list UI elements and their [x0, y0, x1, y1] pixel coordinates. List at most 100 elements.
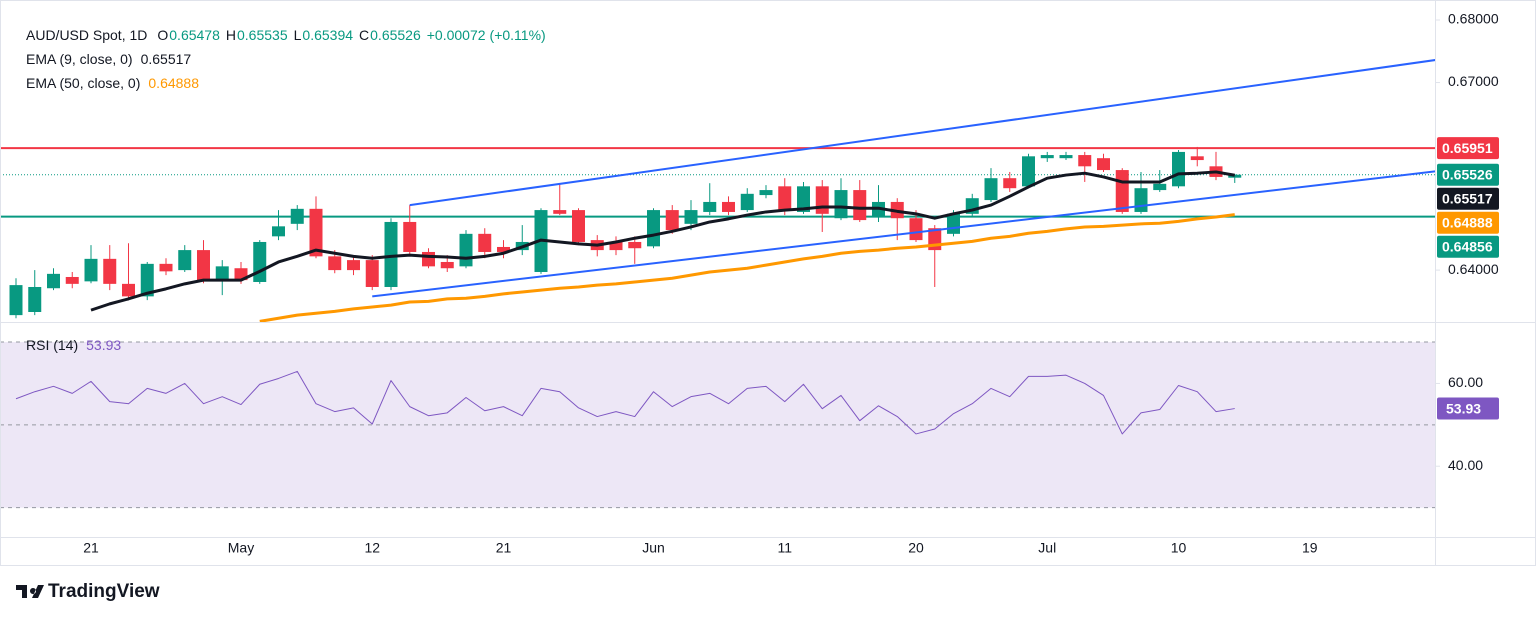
- candle-body: [1022, 156, 1035, 187]
- candle-body: [440, 261, 454, 269]
- price-tag: [1437, 187, 1499, 210]
- x-tick-label: 12: [364, 540, 380, 556]
- legend-text: AUD/USD Spot, 1D: [26, 27, 147, 43]
- candle-body: [328, 256, 342, 271]
- y-tick-label: 0.68000: [1448, 11, 1499, 27]
- candle-body: [497, 246, 510, 252]
- trendline: [409, 59, 1435, 207]
- candle-body: [422, 251, 435, 267]
- candle-body: [290, 208, 304, 224]
- candle-body: [365, 260, 379, 287]
- legend-text: 0.64888: [148, 75, 199, 91]
- y-tick-label: 0.67000: [1448, 73, 1499, 89]
- axes: 21 May 12 21 Jun 11 20 Jul 10 19 0.68000 0.67000 0.6…: [83, 11, 1499, 556]
- x-tick-label: 21: [496, 540, 512, 556]
- legend-text: 0.65478: [169, 27, 220, 43]
- candle-body: [1097, 158, 1110, 171]
- candle-body: [722, 201, 735, 212]
- candle-body: [478, 233, 492, 252]
- legend-row: AUD/USD Spot, 1D O0.65478 H0.65535 L0.65394…: [26, 27, 546, 43]
- y-tick-label: 0.64000: [1448, 261, 1499, 277]
- candle-body: [1190, 156, 1204, 161]
- ema-line: [259, 213, 1235, 322]
- price-tag: [1437, 137, 1499, 160]
- candle-body: [1040, 155, 1054, 159]
- candle-body: [759, 190, 773, 196]
- candle-body: [234, 268, 248, 281]
- price-tag-label: 0.65951: [1442, 140, 1493, 156]
- x-tick-label: Jun: [642, 540, 665, 556]
- legend-text: +0.00072: [427, 27, 486, 43]
- price-tag-label: 0.64856: [1442, 238, 1493, 254]
- candle-body: [815, 186, 829, 214]
- price-tag: [1437, 163, 1499, 186]
- rsi-pane: [1, 341, 1435, 509]
- legend-row: RSI (14) 53.93: [26, 337, 121, 353]
- trendline: [372, 170, 1435, 298]
- candle-body: [272, 226, 285, 237]
- legend-text: RSI (14): [26, 337, 78, 353]
- candle-body: [1172, 151, 1185, 187]
- price-tag-label: 0.64888: [1442, 214, 1493, 230]
- candle-body: [140, 263, 154, 297]
- rsi-y-tick-label: 40.00: [1448, 457, 1483, 473]
- x-tick-label: 11: [777, 540, 792, 556]
- legend-text: 53.93: [86, 337, 121, 353]
- x-tick-label: 20: [908, 540, 924, 556]
- x-tick-label: Jul: [1038, 540, 1056, 556]
- candle-body: [909, 218, 923, 241]
- candle-body: [628, 241, 642, 249]
- candle-body: [572, 210, 585, 242]
- legend-text: 0.65394: [302, 27, 353, 43]
- legend-text: EMA (50, close, 0): [26, 75, 140, 91]
- legend-row: EMA (9, close, 0) 0.65517: [26, 51, 191, 67]
- candle-body: [853, 190, 867, 221]
- candle-body: [215, 266, 229, 281]
- price-tag: [1437, 211, 1499, 234]
- x-tick-label: 19: [1302, 540, 1318, 556]
- legend-row: EMA (50, close, 0) 0.64888: [26, 75, 199, 91]
- price-tag-label: 0.65526: [1442, 166, 1493, 182]
- candle-body: [834, 190, 848, 219]
- candle-body: [1134, 188, 1148, 212]
- candle-body: [309, 208, 323, 257]
- legend-text: (+0.11%): [490, 27, 546, 43]
- candle-body: [47, 273, 60, 289]
- candle-body: [947, 213, 960, 234]
- candle-body: [984, 178, 998, 201]
- price-tag-label: 0.65517: [1442, 190, 1493, 206]
- candle-body: [403, 221, 417, 252]
- candle-body: [347, 260, 360, 271]
- rsi-y-tick-label: 60.00: [1448, 374, 1483, 390]
- candle-body: [684, 210, 698, 224]
- brand-name: TradingView: [48, 581, 160, 602]
- brand-logo: [16, 585, 44, 598]
- legend-text: O: [157, 27, 168, 43]
- x-tick-label: 21: [83, 540, 99, 556]
- candle-body: [459, 233, 473, 267]
- price-tag: [1437, 235, 1499, 258]
- price-pane: [1, 59, 1435, 322]
- legend-text: L: [294, 27, 302, 43]
- legend-text: EMA (9, close, 0): [26, 51, 133, 67]
- candle-body: [1003, 178, 1017, 189]
- candle-body: [703, 201, 717, 212]
- candle-body: [609, 241, 623, 251]
- candle-body: [65, 276, 79, 284]
- candle-body: [647, 210, 660, 247]
- candle-body: [1115, 170, 1129, 212]
- x-tick-label: 10: [1171, 540, 1187, 556]
- legend-text: H: [226, 27, 236, 43]
- rsi-tag-label: 53.93: [1446, 400, 1481, 416]
- candle-body: [253, 241, 267, 282]
- rsi-tag: [1437, 397, 1499, 420]
- candle-body: [778, 186, 792, 211]
- candle-body: [553, 210, 567, 214]
- candle-body: [1059, 155, 1073, 159]
- rsi-line: [15, 370, 1235, 435]
- candle-body: [740, 193, 754, 211]
- candle-body: [103, 258, 117, 284]
- candle-body: [797, 186, 810, 212]
